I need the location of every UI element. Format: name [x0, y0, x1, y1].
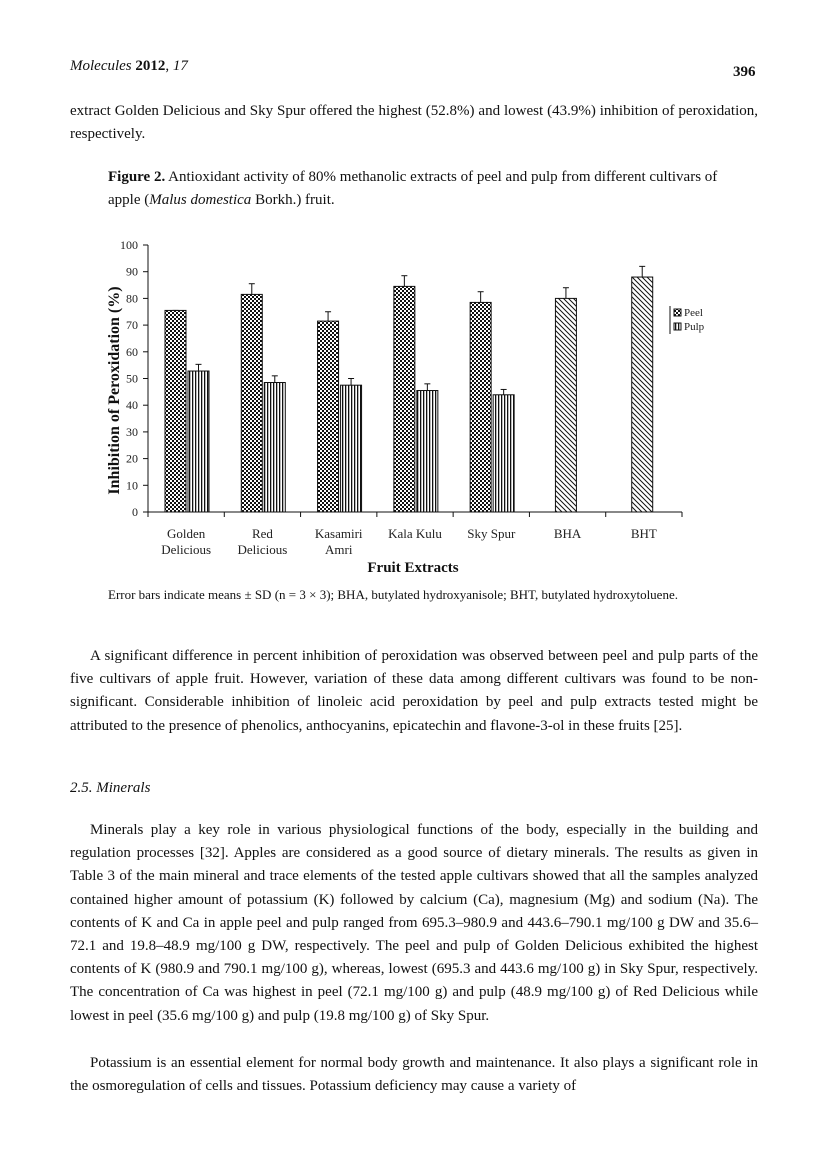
- y-axis-title: Inhibition of Peroxidation (%): [106, 286, 123, 494]
- bar-peel: [393, 285, 416, 513]
- section-heading: 2.5. Minerals: [70, 780, 151, 796]
- bar-peel: [240, 293, 263, 513]
- x-category-label: Golden: [167, 526, 206, 541]
- intro-paragraph: extract Golden Delicious and Sky Spur of…: [70, 103, 758, 143]
- journal-header: Molecules 2012, 17: [70, 58, 188, 74]
- potassium-paragraph: Potassium is an essential element for no…: [70, 1055, 758, 1095]
- paragraph-after-figure: A significant difference in percent inhi…: [70, 648, 758, 734]
- bar-pulp: [416, 390, 439, 513]
- bar-peel: [554, 297, 577, 513]
- minerals-paragraph: Minerals play a key role in various phys…: [70, 822, 758, 1024]
- y-tick-label: 60: [126, 345, 138, 359]
- chart-labels: 0102030405060708090100GoldenDeliciousRed…: [106, 238, 657, 576]
- x-category-label: BHA: [554, 526, 582, 541]
- page-number: 396: [733, 64, 756, 80]
- bar-pulp: [263, 382, 286, 513]
- journal-name: Molecules: [70, 58, 132, 74]
- bar-peel: [631, 276, 654, 513]
- y-tick-label: 70: [126, 318, 138, 332]
- x-category-label: Kala Kulu: [388, 526, 442, 541]
- figure-label: Figure 2.: [108, 169, 166, 185]
- x-category-label: Red: [252, 526, 273, 541]
- x-category-label: BHT: [631, 526, 657, 541]
- bar-pulp: [187, 370, 210, 513]
- x-category-label: Delicious: [161, 542, 211, 557]
- figure-note: Error bars indicate means ± SD (n = 3 × …: [108, 587, 678, 602]
- y-tick-label: 30: [126, 425, 138, 439]
- caption-text-1: Antioxidant activity of 80% methanolic e…: [108, 169, 718, 208]
- y-tick-label: 20: [126, 452, 138, 466]
- bar-peel: [317, 320, 340, 513]
- x-category-label: Amri: [325, 542, 353, 557]
- y-tick-label: 40: [126, 398, 138, 412]
- y-tick-label: 80: [126, 291, 138, 305]
- legend-label: Pulp: [684, 321, 705, 333]
- y-tick-label: 90: [126, 265, 138, 279]
- legend-swatch: [673, 308, 682, 317]
- caption-text-2: Borkh.) fruit.: [251, 192, 335, 208]
- journal-year: 2012: [135, 58, 166, 74]
- y-tick-label: 10: [126, 478, 138, 492]
- figure-caption: Figure 2. Antioxidant activity of 80% me…: [108, 166, 720, 212]
- bar-peel: [164, 309, 187, 513]
- x-axis-title: Fruit Extracts: [367, 560, 458, 576]
- legend-label: Peel: [684, 307, 703, 319]
- legend-swatch: [673, 322, 682, 331]
- chart-legend: Peel Pulp: [669, 306, 705, 334]
- y-tick-label: 100: [120, 238, 138, 252]
- x-category-label: Kasamiri: [315, 526, 363, 541]
- peroxidation-bar-chart: 0102030405060708090100GoldenDeliciousRed…: [106, 238, 705, 576]
- x-category-label: Sky Spur: [467, 526, 516, 541]
- bar-pulp: [340, 384, 363, 513]
- bar-pulp: [492, 394, 515, 513]
- y-tick-label: 0: [132, 505, 138, 519]
- bar-peel: [469, 301, 492, 513]
- chart-bars: [164, 265, 654, 513]
- x-category-label: Delicious: [238, 542, 288, 557]
- caption-species: Malus domestica: [149, 192, 252, 208]
- y-tick-label: 50: [126, 372, 138, 386]
- journal-volume: 17: [172, 58, 188, 74]
